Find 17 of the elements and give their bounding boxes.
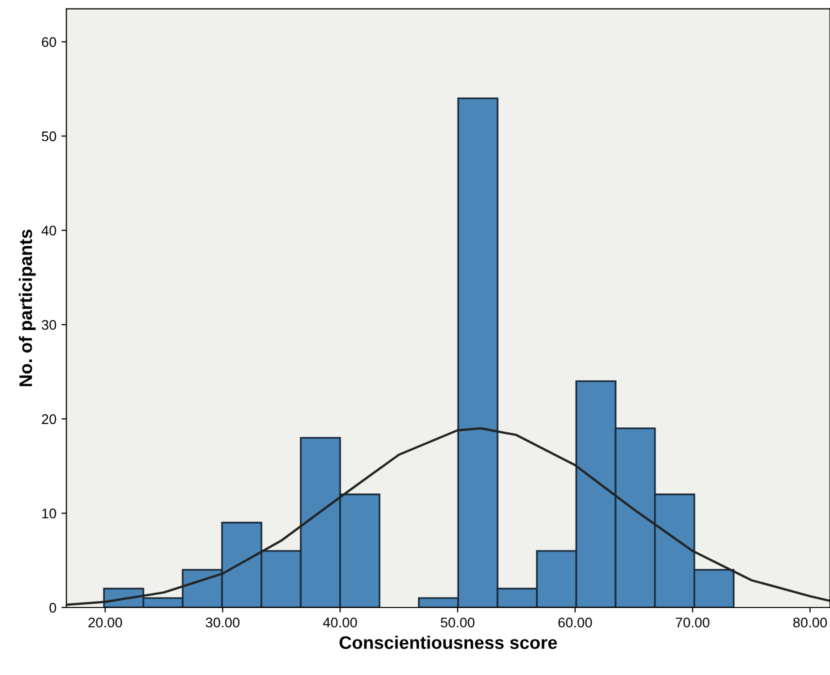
y-tick-label: 40 [42, 226, 56, 236]
y-tick-label: 60 [42, 37, 56, 47]
x-tick-label: 20.00 [88, 618, 122, 628]
x-tick-label: 50.00 [440, 618, 474, 628]
x-tick-label: 30.00 [206, 618, 240, 628]
x-tick-label: 70.00 [676, 618, 710, 628]
y-tick-label: 30 [42, 320, 56, 330]
y-tick-label: 10 [42, 508, 56, 518]
x-axis-title: Conscientiousness score [340, 636, 557, 649]
y-tick-label: 20 [42, 414, 56, 424]
y-tick-label: 50 [42, 131, 56, 142]
y-axis-title: No. of participants [18, 230, 36, 386]
line-series [66, 427, 830, 606]
x-tick-label: 60.00 [558, 618, 592, 628]
x-tick-label: 80.00 [793, 618, 827, 628]
x-tick-label: 40.00 [323, 618, 357, 628]
y-tick-label: 0 [49, 602, 56, 613]
